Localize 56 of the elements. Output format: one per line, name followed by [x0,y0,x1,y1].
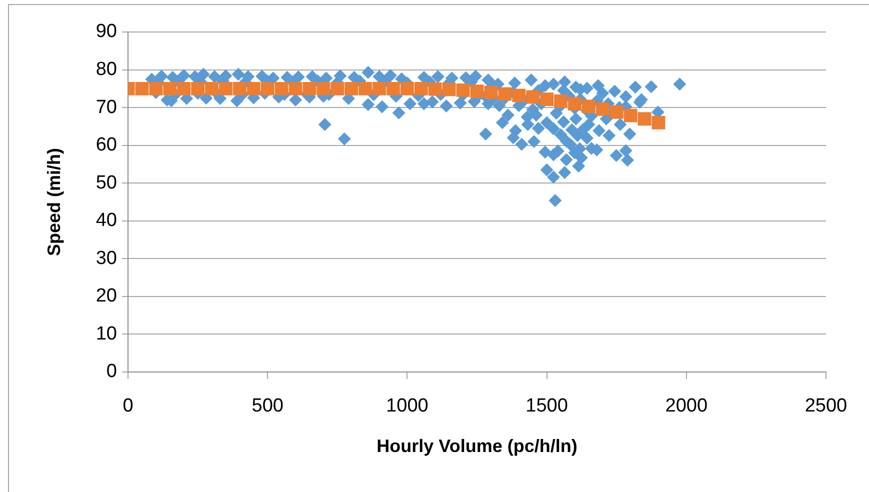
point [470,84,484,98]
point [610,105,624,119]
point [512,88,526,102]
point [400,82,414,96]
point [288,82,302,96]
point [442,82,456,96]
y-tick-label: 20 [96,286,117,307]
point [624,108,638,122]
x-axis-title: Hourly Volume (pc/h/ln) [376,436,578,456]
point [372,82,386,96]
y-tick-label: 80 [96,59,117,80]
point [219,82,232,96]
point [205,82,218,96]
point [246,82,260,96]
point [456,83,470,97]
y-tick-label: 10 [96,323,117,344]
y-tick-label: 40 [96,210,117,232]
y-tick-label: 70 [96,96,117,118]
point [330,82,344,96]
x-tick-label: 2500 [804,396,848,417]
x-tick-label: 0 [122,396,134,417]
point [386,82,400,96]
point [428,82,442,96]
x-tick-label: 2000 [665,396,708,417]
point [260,82,274,96]
point [135,82,149,96]
y-tick-label: 90 [96,21,117,42]
y-tick-label: 0 [106,361,117,382]
point [596,102,610,116]
x-tick-label: 500 [252,396,284,417]
y-tick-label: 30 [96,248,117,269]
x-tick-label: 1500 [526,396,568,417]
point [568,97,582,110]
point [498,87,512,101]
point [554,94,568,108]
y-axis-title: Speed (mi/h) [44,148,64,256]
y-tick-label: 50 [96,172,117,194]
point [540,92,554,106]
point [302,82,316,96]
point [177,82,191,96]
point [582,100,596,114]
point [414,82,428,96]
point [163,82,177,96]
point [149,82,163,96]
point [484,86,498,100]
point [316,82,330,96]
point [358,82,372,96]
point [526,90,540,104]
point [652,116,666,130]
point [274,82,288,96]
point [232,82,246,96]
point [638,112,652,126]
y-tick-label: 60 [96,134,117,156]
point [191,82,205,96]
point [344,82,358,96]
x-tick-label: 1000 [386,396,428,417]
